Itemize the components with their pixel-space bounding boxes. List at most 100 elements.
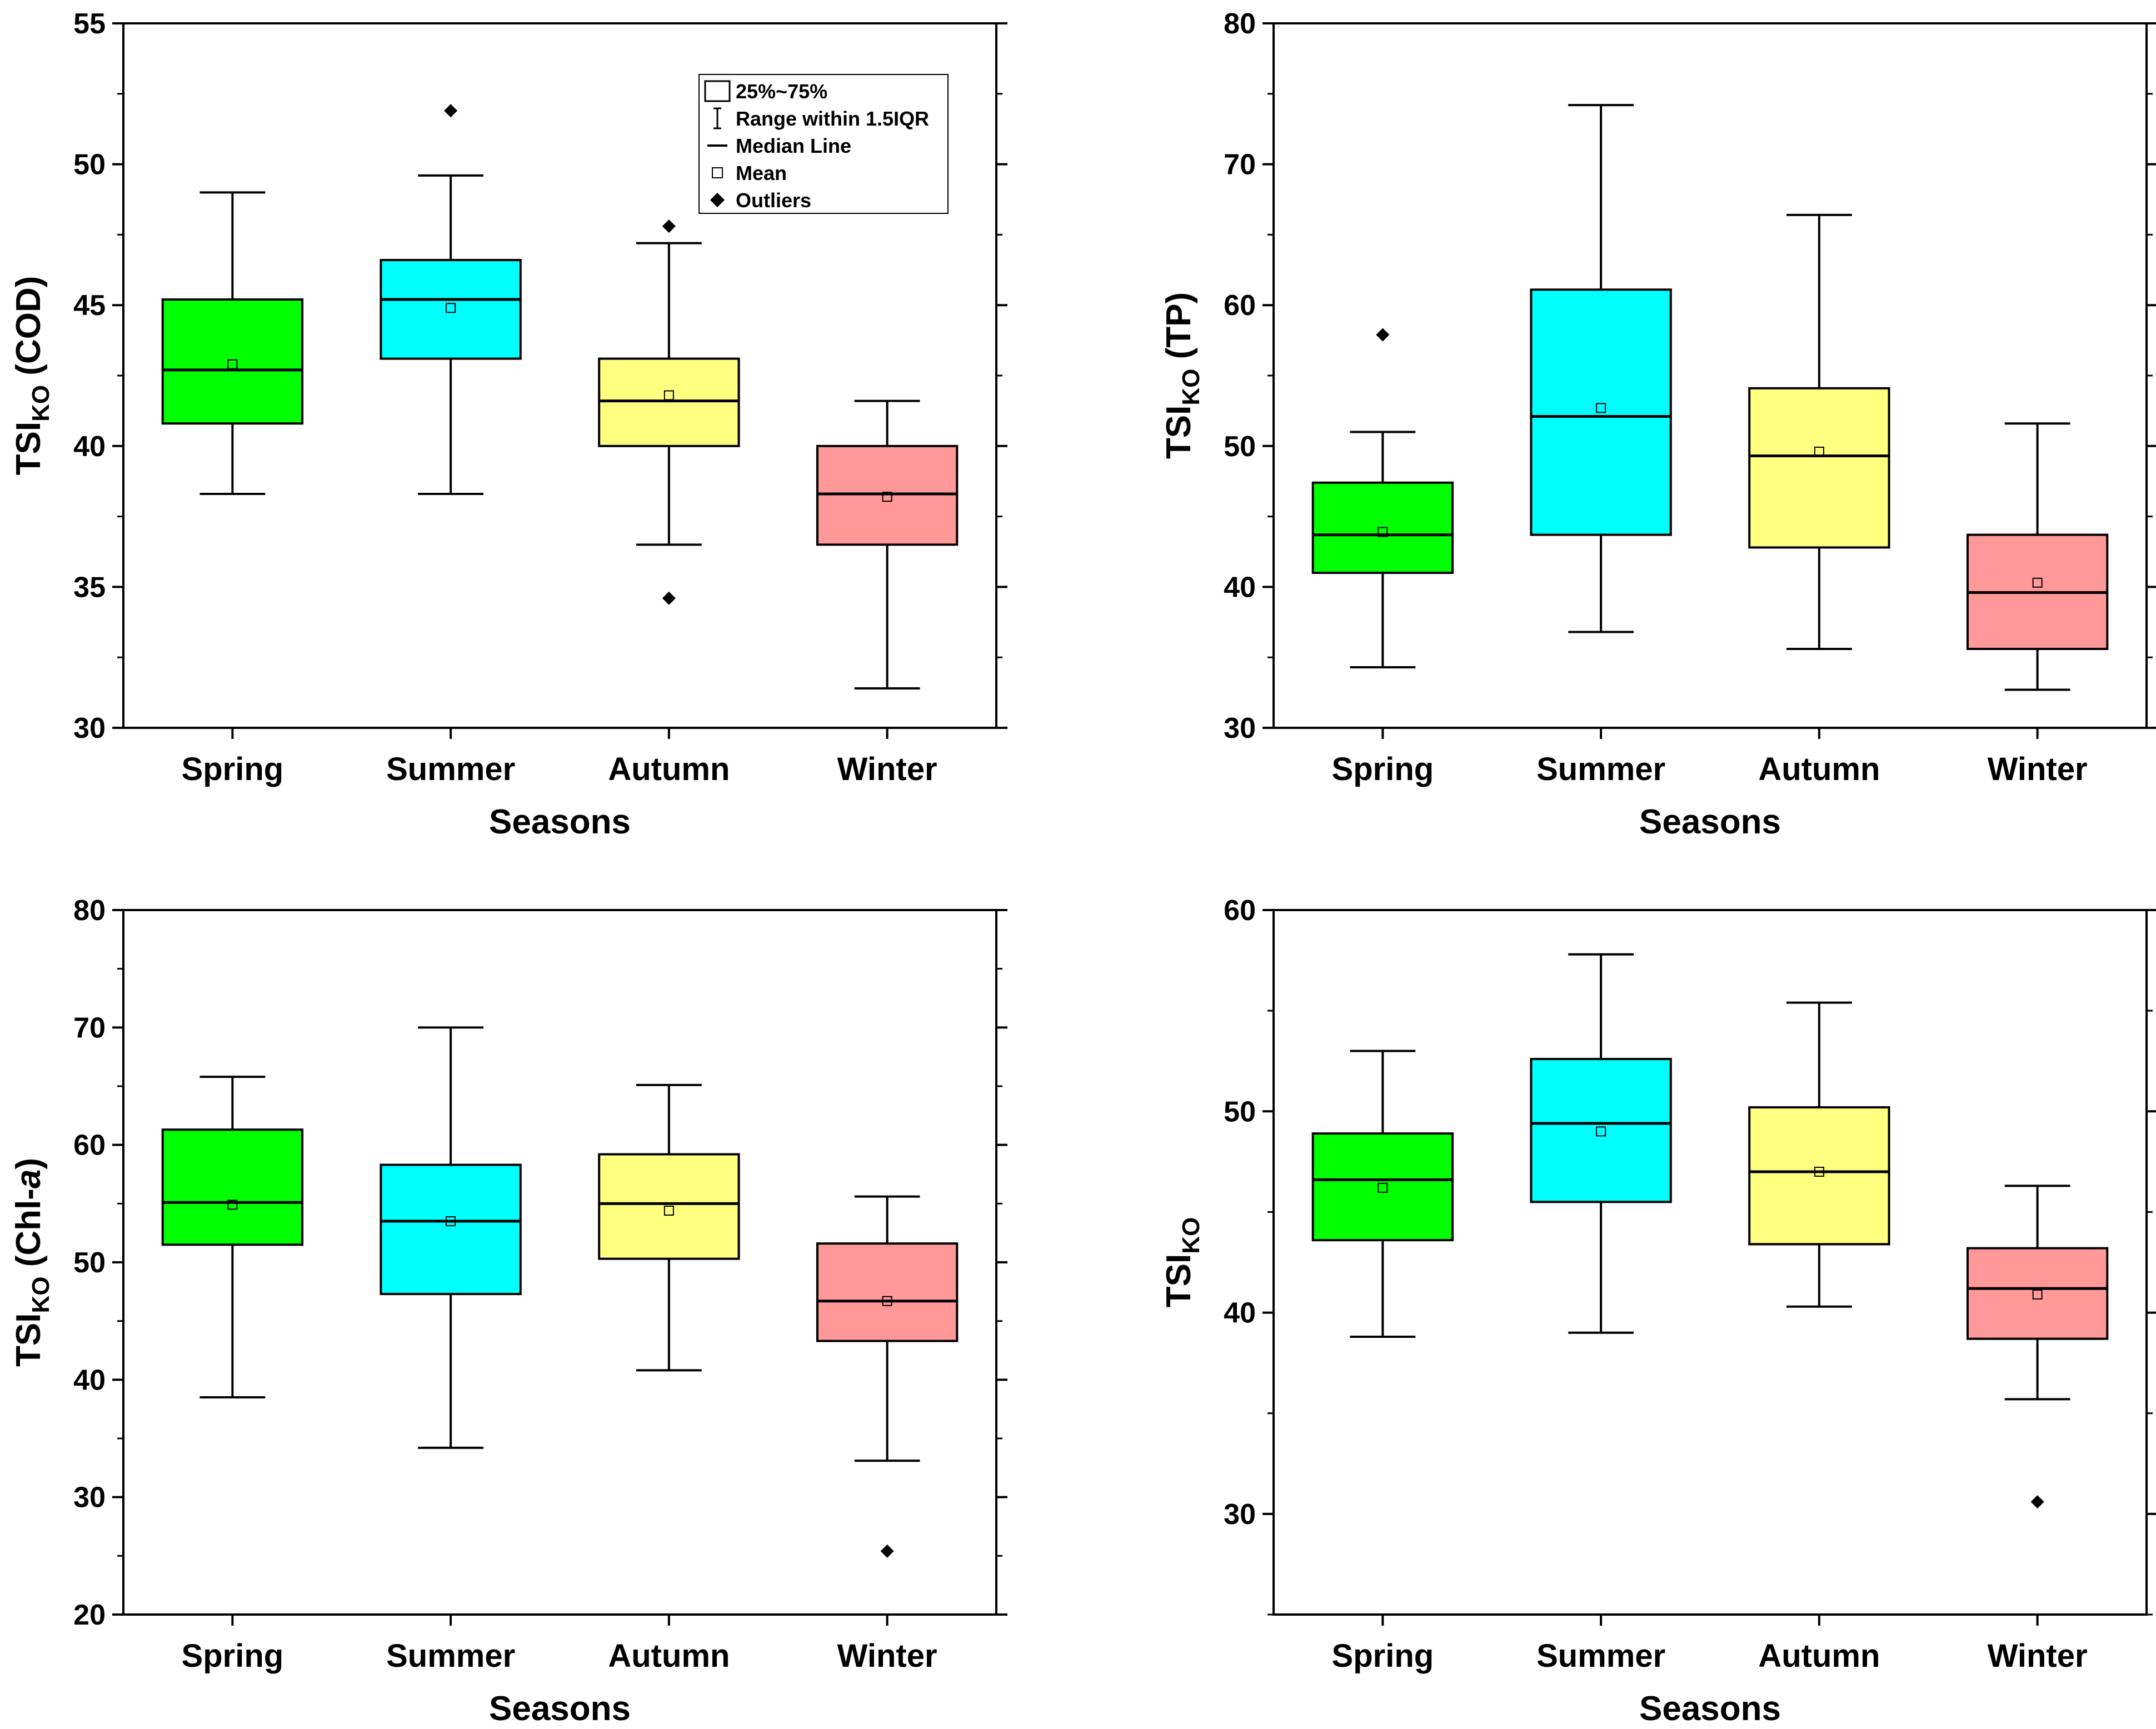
- x-tick-label-summer: Summer: [386, 751, 515, 787]
- iqr-box: [1748, 387, 1890, 549]
- legend-label: 25%~75%: [736, 80, 827, 103]
- y-tick-label: 50: [1224, 1096, 1256, 1128]
- box-spring: [161, 191, 304, 496]
- y-axis-title: TSIKO (COD): [9, 276, 54, 476]
- y-title-suffix: (COD): [9, 276, 48, 385]
- legend-label: Outliers: [736, 189, 811, 212]
- x-tick-label-winter: Winter: [1988, 1638, 2088, 1674]
- chart-panel-bottom-right: 30 40 50 60 Spring Summer Autumn Winter Seasons T…: [1160, 895, 2156, 1728]
- y-tick-label: 40: [1224, 1297, 1256, 1330]
- x-tick-label-autumn: Autumn: [608, 751, 730, 787]
- y-tick-label: 55: [73, 8, 106, 40]
- x-tick-label-spring: Spring: [182, 1638, 284, 1674]
- y-tick-label: 60: [1224, 895, 1256, 927]
- outlier-point: [2030, 1495, 2044, 1509]
- y-tick-label: 50: [73, 149, 106, 181]
- iqr-box: [1311, 1132, 1454, 1242]
- box-summer: [1530, 104, 1672, 633]
- x-tick-label-spring: Spring: [182, 751, 284, 787]
- y-tick-label: 80: [1224, 8, 1256, 40]
- y-title-close: ): [9, 1158, 48, 1170]
- y-title-suffix: (TP): [1160, 292, 1198, 369]
- iqr-box: [161, 298, 304, 425]
- x-tick-label-summer: Summer: [386, 1638, 515, 1674]
- y-tick-label: 30: [1224, 1498, 1256, 1531]
- chart-panel-top-right: 30 40 50 60 70 80 Spring Summer Autumn Winter Seas…: [1160, 8, 2156, 841]
- box-summer: [380, 1026, 522, 1449]
- chart-panel-bottom-left: 20 30 40 50 60 70 80 Spring Summer Autumn Winter Se…: [9, 895, 1007, 1728]
- box-autumn: [1748, 1001, 1890, 1308]
- y-axis-title: TSIKO: [1160, 1217, 1205, 1307]
- x-tick-label-autumn: Autumn: [608, 1638, 730, 1674]
- mean-marker: [1814, 446, 1824, 457]
- legend-frame: [698, 74, 949, 214]
- x-axis-title: Seasons: [1639, 803, 1781, 841]
- box-summer: [380, 104, 522, 496]
- x-tick-label-winter: Winter: [837, 751, 937, 787]
- y-tick-label: 50: [1224, 431, 1256, 463]
- mean-marker: [1814, 1166, 1824, 1177]
- iqr-box: [1966, 1247, 2109, 1340]
- x-tick-label-spring: Spring: [1332, 1638, 1434, 1674]
- y-tick-label: 30: [1224, 712, 1256, 744]
- x-axis-title: Seasons: [489, 1690, 631, 1728]
- mean-marker: [227, 1200, 238, 1210]
- mean-marker: [446, 1216, 456, 1227]
- legend: 25%~75% Range within 1.5IQR Median Line Mea…: [698, 74, 949, 214]
- legend-mean-swatch: [712, 167, 723, 178]
- iqr-box: [380, 259, 522, 360]
- box-autumn: [598, 219, 740, 605]
- legend-outlier-swatch: [710, 193, 725, 207]
- box-winter: [816, 399, 959, 689]
- mean-marker: [882, 492, 892, 502]
- mean-marker: [1378, 527, 1388, 537]
- y-tick-label: 60: [73, 1130, 106, 1162]
- mean-marker: [1378, 1182, 1388, 1193]
- box-spring: [1311, 1050, 1454, 1338]
- outlier-point: [662, 219, 676, 233]
- outlier-point: [444, 104, 458, 118]
- outlier-point: [880, 1544, 894, 1558]
- plot-frame: [1272, 909, 2148, 1616]
- box-winter: [816, 1195, 959, 1558]
- y-title-subscript: KO: [1177, 369, 1205, 406]
- legend-label: Range within 1.5IQR: [736, 107, 929, 130]
- mean-marker: [2032, 577, 2043, 588]
- y-title-suffix: (Chl-: [9, 1188, 48, 1276]
- mean-marker: [446, 303, 456, 313]
- legend-iqr-swatch: [704, 80, 731, 102]
- x-tick-label-summer: Summer: [1536, 1638, 1665, 1674]
- y-axis-title: TSIKO (Chl-a): [9, 1158, 54, 1367]
- iqr-box: [1530, 1058, 1672, 1203]
- y-title-main: TSI: [9, 422, 48, 475]
- mean-marker: [663, 1206, 674, 1216]
- box-autumn: [1748, 213, 1890, 650]
- mean-marker: [1596, 1126, 1606, 1137]
- y-tick-label: 20: [73, 1599, 106, 1631]
- y-tick-label: 70: [73, 1012, 106, 1044]
- box-summer: [1530, 953, 1672, 1334]
- y-title-subscript: KO: [27, 1277, 54, 1313]
- y-title-main: TSI: [1160, 406, 1198, 459]
- box-spring: [161, 1076, 304, 1399]
- box-winter: [1966, 422, 2109, 691]
- mean-marker: [882, 1296, 892, 1306]
- iqr-box: [816, 1242, 959, 1342]
- iqr-box: [380, 1163, 522, 1296]
- y-tick-label: 30: [73, 1482, 106, 1514]
- mean-marker: [227, 359, 238, 369]
- outlier-point: [1376, 328, 1390, 342]
- x-tick-label-winter: Winter: [837, 1638, 937, 1674]
- y-axis-title: TSIKO (TP): [1160, 292, 1205, 459]
- mean-marker: [663, 390, 674, 401]
- y-tick-label: 40: [1224, 571, 1256, 603]
- y-tick-label: 50: [73, 1247, 106, 1279]
- x-tick-label-autumn: Autumn: [1758, 751, 1880, 787]
- x-axis-title: Seasons: [1639, 1690, 1781, 1728]
- mean-marker: [1596, 403, 1606, 413]
- x-tick-label-winter: Winter: [1988, 751, 2088, 787]
- legend-label: Median Line: [736, 134, 851, 157]
- iqr-box: [598, 357, 740, 447]
- y-title-main: TSI: [9, 1313, 48, 1367]
